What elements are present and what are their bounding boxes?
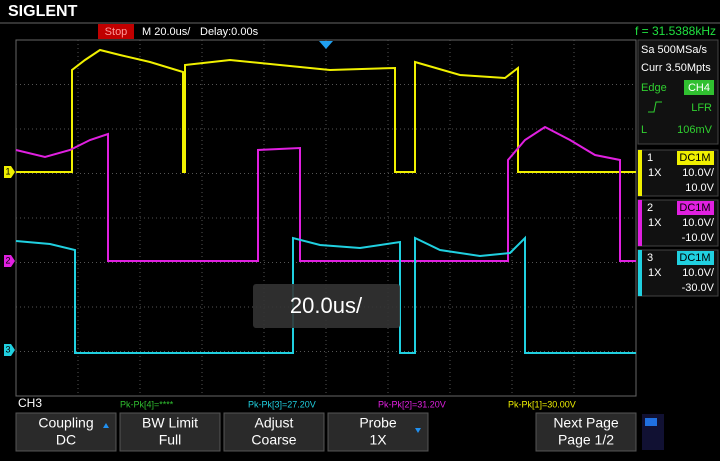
menu-value: DC xyxy=(56,432,76,448)
menu-button[interactable] xyxy=(119,412,221,452)
trigger-type: Edge xyxy=(641,82,667,94)
selected-channel: CH3 xyxy=(18,396,42,410)
channel-coupling: DC1M xyxy=(679,202,710,214)
channel-coupling: DC1M xyxy=(679,152,710,164)
channel-scale: 10.0V/ xyxy=(682,267,715,279)
channel-tab xyxy=(638,200,642,246)
menu-title: Next Page xyxy=(553,415,619,431)
menu-button[interactable] xyxy=(327,412,429,452)
header-line xyxy=(0,22,720,24)
menu-value: Full xyxy=(159,432,182,448)
sample-rate: Sa 500MSa/s xyxy=(641,44,708,56)
coupling-box xyxy=(677,201,714,215)
channel-probe: 1X xyxy=(648,267,662,279)
channel-scale: 10.0V/ xyxy=(682,167,715,179)
channel-offset: -30.0V xyxy=(682,282,715,294)
menu-value: Coarse xyxy=(251,432,296,448)
coupling-box xyxy=(677,251,714,265)
menu-value: Page 1/2 xyxy=(558,432,614,448)
waveform-ch1 xyxy=(16,48,636,173)
overlay-text: 20.0us/ xyxy=(290,293,363,318)
status-box xyxy=(98,24,134,39)
trigger-level: 106mV xyxy=(677,124,713,136)
menu-title: Adjust xyxy=(255,415,294,431)
coupling-box xyxy=(677,151,714,165)
trigger-coupling: LFR xyxy=(691,102,712,114)
channel-tab xyxy=(638,150,642,196)
measurement: Pk-Pk[1]=30.00V xyxy=(508,399,576,409)
trigger-position xyxy=(319,41,333,49)
channel-offset: 10.0V xyxy=(685,182,714,194)
channel-markers: 1 2 3 xyxy=(4,166,15,356)
measurement: Pk-Pk[4]=**** xyxy=(120,399,174,409)
menu-arrow xyxy=(103,423,109,428)
channel-number: 2 xyxy=(647,202,653,214)
timebase: M 20.0us/ xyxy=(142,26,191,38)
menu-arrow xyxy=(415,428,421,433)
channel-probe: 1X xyxy=(648,217,662,229)
channel-coupling: DC1M xyxy=(679,252,710,264)
frequency: f = 31.5388kHz xyxy=(635,24,716,38)
marker-label: 2 xyxy=(5,255,10,265)
measurement: Pk-Pk[3]=27.20V xyxy=(248,399,316,409)
waveform-ch2 xyxy=(15,125,636,262)
grid xyxy=(16,40,636,396)
menu-title: BW Limit xyxy=(142,415,198,431)
menu-button[interactable] xyxy=(15,412,117,452)
menu-button[interactable] xyxy=(535,412,637,452)
channel-tab xyxy=(638,250,642,296)
menu-title: Probe xyxy=(359,415,397,431)
measurement: Pk-Pk[2]=31.20V xyxy=(378,399,446,409)
delay: Delay:0.00s xyxy=(200,26,259,38)
channel-number: 3 xyxy=(647,252,653,264)
trigger-edge-icon xyxy=(648,101,662,113)
channel-probe: 1X xyxy=(648,167,662,179)
channel-number: 1 xyxy=(647,152,653,164)
status: Stop xyxy=(105,26,128,38)
memory-depth: Curr 3.50Mpts xyxy=(641,62,711,74)
channel-scale: 10.0V/ xyxy=(682,217,715,229)
trigger-source-box xyxy=(684,80,714,95)
trigger-source: CH4 xyxy=(688,82,710,94)
menu-button[interactable] xyxy=(223,412,325,452)
brand: SIGLENT xyxy=(8,3,78,20)
nav-icon-part xyxy=(645,418,657,426)
menu-title: Coupling xyxy=(38,415,93,431)
menu-value: 1X xyxy=(369,432,387,448)
marker-label: 3 xyxy=(5,344,10,354)
overlay-box xyxy=(253,284,400,328)
trigger-level-label: L xyxy=(641,124,647,136)
channel-offset: -10.0V xyxy=(682,232,715,244)
marker-label: 1 xyxy=(5,166,10,176)
